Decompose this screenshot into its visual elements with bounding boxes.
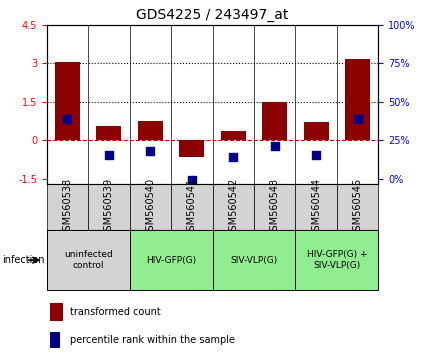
Point (230, 154, 237, 160)
Bar (337, 184, 378, 230)
Bar (295, 184, 337, 230)
Bar (130, 230, 212, 290)
Text: HIV-GFP(G): HIV-GFP(G) (146, 256, 196, 265)
Text: GSM560544: GSM560544 (311, 177, 321, 237)
Text: GSM560541: GSM560541 (187, 177, 197, 237)
Point (105, 152, 112, 158)
Bar (50, 332, 60, 348)
Text: GSM560540: GSM560540 (145, 177, 156, 237)
Bar (88, 184, 130, 230)
Bar (138, 121, 163, 141)
Text: GSM560545: GSM560545 (352, 177, 363, 237)
Text: GSM560543: GSM560543 (269, 177, 280, 237)
Text: GSM560539: GSM560539 (104, 177, 114, 237)
Bar (303, 122, 329, 141)
Bar (179, 141, 204, 157)
Bar (130, 184, 171, 230)
Bar (50, 303, 63, 321)
Bar (212, 184, 254, 230)
Text: percentile rank within the sample: percentile rank within the sample (70, 335, 235, 345)
Title: GDS4225 / 243497_at: GDS4225 / 243497_at (136, 8, 289, 22)
Bar (295, 230, 378, 290)
Point (64, 116, 71, 121)
Bar (212, 230, 295, 290)
Text: GSM560542: GSM560542 (228, 177, 238, 237)
Bar (262, 102, 287, 141)
Text: HIV-GFP(G) +
SIV-VLP(G): HIV-GFP(G) + SIV-VLP(G) (306, 251, 367, 270)
Bar (171, 184, 212, 230)
Text: transformed count: transformed count (70, 307, 161, 317)
Point (313, 152, 320, 158)
Bar (47, 230, 130, 290)
Text: infection: infection (2, 255, 45, 265)
Text: SIV-VLP(G): SIV-VLP(G) (230, 256, 278, 265)
Point (188, 177, 195, 183)
Text: GSM560538: GSM560538 (62, 177, 73, 237)
Text: uninfected
control: uninfected control (64, 251, 113, 270)
Point (271, 143, 278, 148)
Bar (345, 59, 370, 141)
Bar (254, 184, 295, 230)
Bar (221, 131, 246, 141)
Point (354, 116, 361, 121)
Point (147, 148, 154, 154)
Bar (96, 126, 121, 141)
Bar (55, 62, 80, 141)
Bar (47, 184, 88, 230)
